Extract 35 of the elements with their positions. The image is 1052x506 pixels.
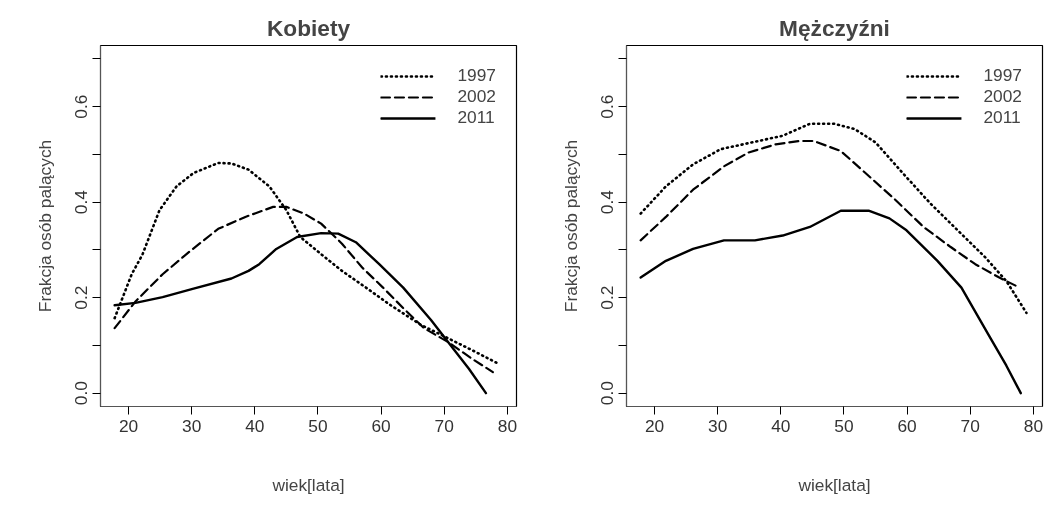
legend-label: 2002	[457, 86, 496, 107]
x-tick-label: 30	[182, 415, 202, 436]
line-series	[639, 122, 1028, 315]
x-tick-label: 30	[708, 415, 728, 436]
y-tick-label: 0.4	[597, 189, 618, 215]
x-tick-label: 60	[897, 415, 917, 436]
x-tick-label: 20	[118, 415, 139, 436]
legend-label: 2011	[983, 107, 1021, 128]
legend-label: 2011	[457, 107, 495, 128]
x-tick-label: 70	[960, 415, 980, 436]
x-axis-title: wiek[lata]	[797, 474, 871, 495]
x-tick-label: 70	[434, 415, 454, 436]
y-tick-label: 0.4	[71, 189, 92, 215]
legend-label: 2002	[983, 86, 1022, 107]
line-series	[639, 209, 1022, 395]
x-tick-label: 20	[644, 415, 665, 436]
x-tick-label: 40	[245, 415, 265, 436]
y-tick-label: 0.0	[597, 381, 618, 406]
chart-title: Mężczyźni	[779, 14, 890, 41]
x-axis-title: wiek[lata]	[271, 474, 345, 495]
x-tick-label: 50	[308, 415, 328, 436]
x-tick-label: 80	[1023, 415, 1044, 436]
x-tick-label: 60	[371, 415, 391, 436]
legend-label: 1997	[983, 65, 1022, 86]
y-tick-label: 0.2	[597, 285, 618, 310]
y-tick-label: 0.2	[71, 285, 92, 310]
y-tick-label: 0.6	[71, 94, 92, 119]
x-tick-label: 50	[834, 415, 854, 436]
x-tick-label: 80	[497, 415, 518, 436]
legend-label: 1997	[457, 65, 496, 86]
y-axis-title: Frakcja osób palących	[34, 139, 55, 313]
y-tick-label: 0.6	[597, 94, 618, 119]
y-axis-title: Frakcja osób palących	[560, 139, 581, 313]
x-tick-label: 40	[771, 415, 791, 436]
chart-title: Kobiety	[266, 14, 351, 41]
